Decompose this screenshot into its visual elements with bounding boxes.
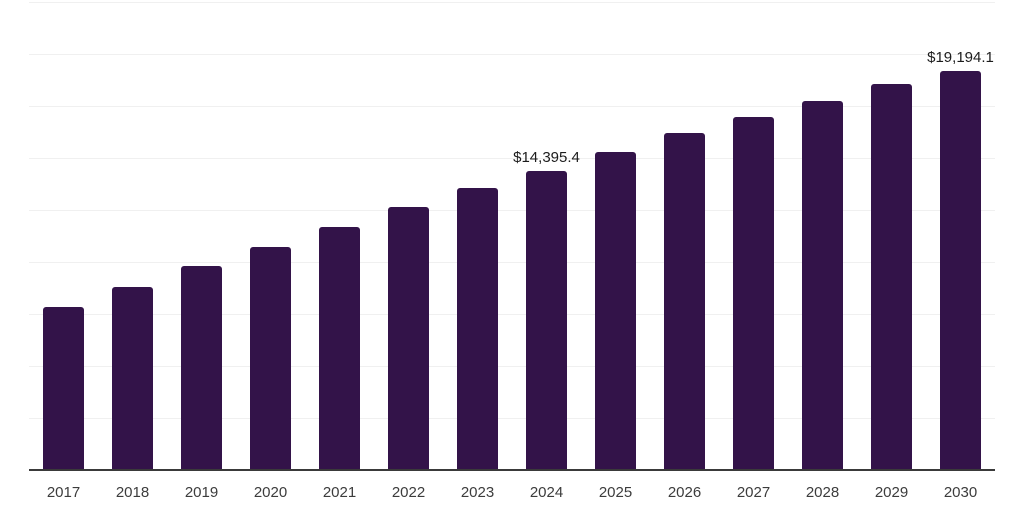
bar-2023 <box>457 188 498 470</box>
y-gridline <box>29 106 995 107</box>
x-tick-label-2023: 2023 <box>460 484 495 501</box>
x-tick-label-2021: 2021 <box>322 484 357 501</box>
bar-2026 <box>664 133 705 470</box>
bar-value-label-2024: $14,395.4 <box>513 148 580 166</box>
bar-2025 <box>595 151 636 470</box>
x-tick-label-2029: 2029 <box>874 484 909 501</box>
x-tick-label-2018: 2018 <box>115 484 150 501</box>
bar-value-label-2030: $19,194.1 <box>927 48 994 66</box>
x-tick-label-2022: 2022 <box>391 484 426 501</box>
x-tick-label-2028: 2028 <box>805 484 840 501</box>
bar-2028 <box>802 100 843 470</box>
bar-2019 <box>181 265 222 470</box>
y-gridline <box>29 54 995 55</box>
bar-2017 <box>43 306 84 470</box>
x-tick-label-2020: 2020 <box>253 484 288 501</box>
x-tick-label-2017: 2017 <box>46 484 81 501</box>
bar-2021 <box>319 226 360 470</box>
bar-2029 <box>871 84 912 470</box>
y-gridline <box>29 2 995 3</box>
x-tick-label-2027: 2027 <box>736 484 771 501</box>
y-gridline <box>29 366 995 367</box>
y-gridline <box>29 314 995 315</box>
x-tick-label-2030: 2030 <box>943 484 978 501</box>
y-gridline <box>29 418 995 419</box>
bar-2022 <box>388 207 429 470</box>
bar-2020 <box>250 246 291 470</box>
x-tick-label-2025: 2025 <box>598 484 633 501</box>
bar-2018 <box>112 286 153 470</box>
y-gridline <box>29 158 995 159</box>
y-gridline <box>29 262 995 263</box>
x-tick-label-2026: 2026 <box>667 484 702 501</box>
bar-2030 <box>940 70 981 470</box>
x-axis-line <box>29 469 995 471</box>
x-tick-label-2024: 2024 <box>529 484 564 501</box>
bar-2024 <box>526 170 567 470</box>
bar-2027 <box>733 117 774 470</box>
y-gridline <box>29 210 995 211</box>
x-tick-label-2019: 2019 <box>184 484 219 501</box>
